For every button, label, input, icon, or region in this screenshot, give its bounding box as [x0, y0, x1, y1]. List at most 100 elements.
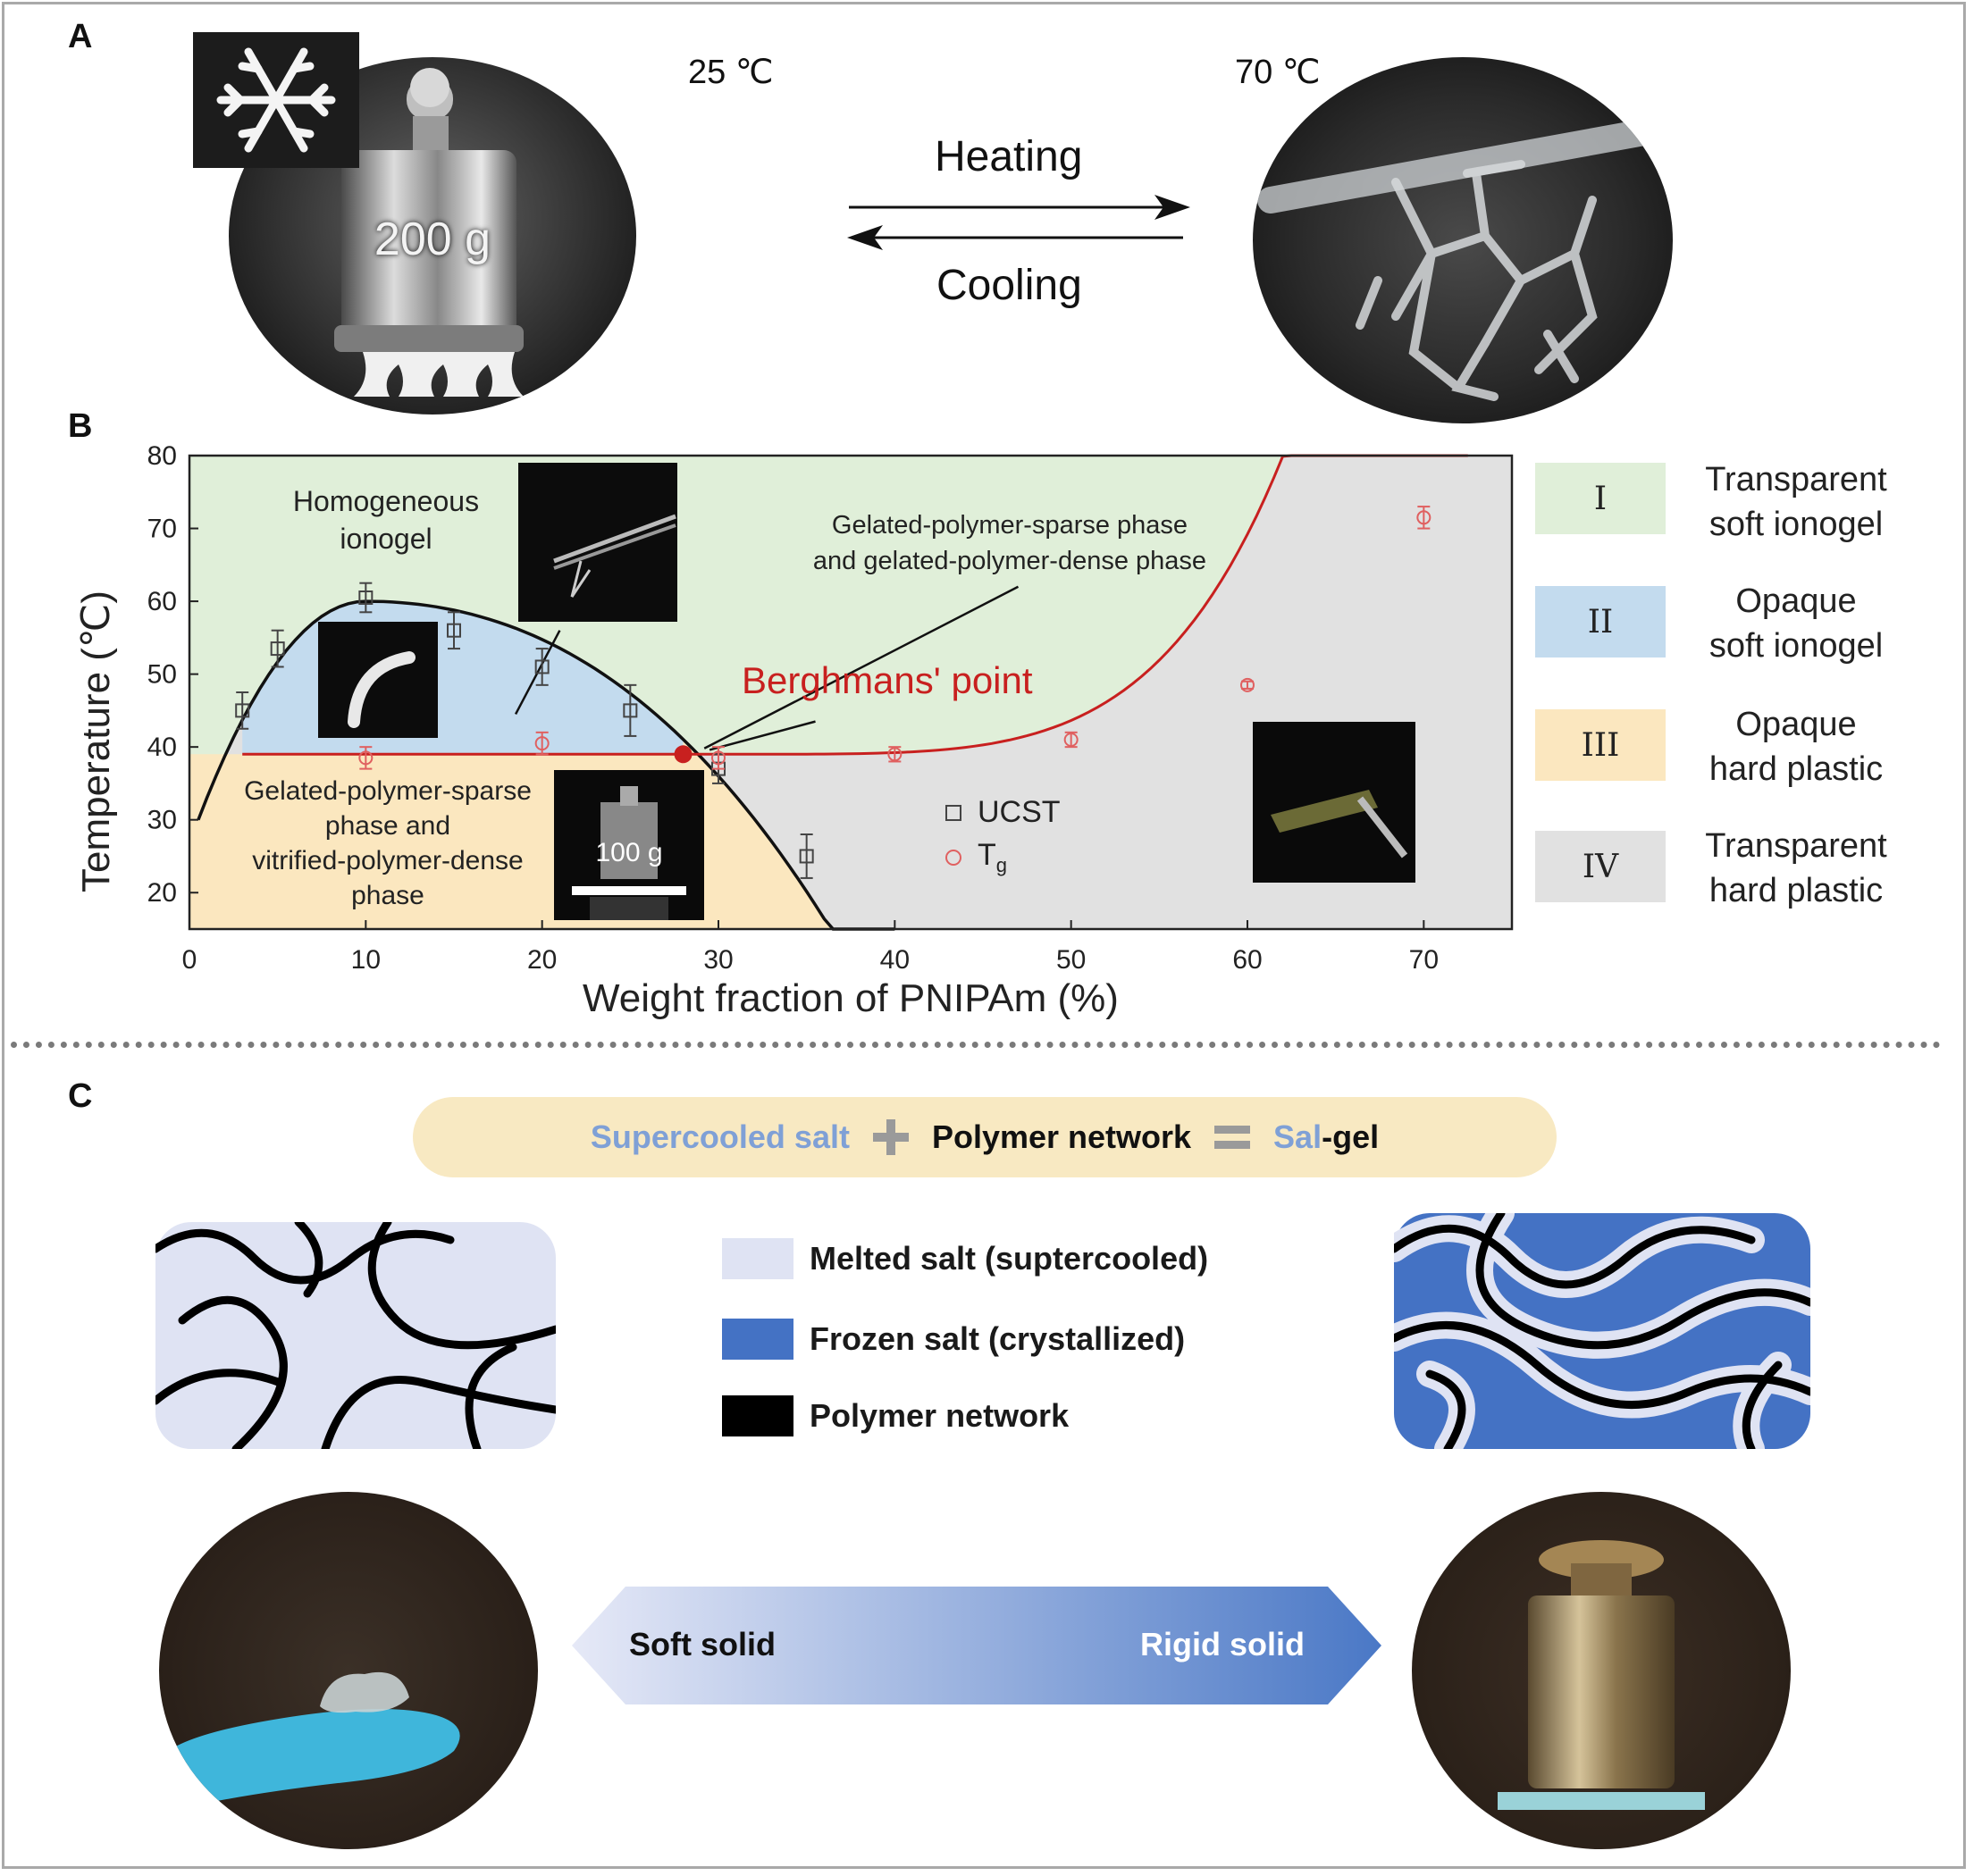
formula-result-prefix: Sal: [1273, 1118, 1322, 1155]
x-tick-label: 30: [703, 945, 733, 975]
melted-salt-swatch: [722, 1238, 793, 1279]
circle-marker-icon: [945, 849, 961, 866]
region-i: [189, 456, 1468, 834]
legend-numeral-i: I: [1593, 480, 1608, 517]
frozen-network-schematic: [1394, 1213, 1810, 1449]
tg-point: [534, 736, 550, 751]
bent-gel-inset-photo: [318, 622, 438, 738]
legend-i-line2: soft ionogel: [1709, 506, 1884, 543]
ucst-curve: [197, 599, 895, 931]
x-tick-label: 70: [1409, 945, 1439, 975]
legend-ii-line1: Opaque: [1735, 582, 1857, 620]
x-tick-label: 20: [527, 945, 557, 975]
formula-result-suffix: -gel: [1322, 1118, 1380, 1155]
reversible-arrows: [847, 195, 1190, 250]
rigid-solid-label: Rigid solid: [1140, 1626, 1305, 1662]
vitrified-line4: phase: [351, 881, 424, 910]
y-tick-label: 70: [147, 515, 177, 544]
weight-photo: 200 g: [229, 57, 636, 415]
ucst-point: [623, 703, 638, 718]
y-tick-label: 80: [147, 441, 177, 471]
formula-banner: Supercooled salt Polymer network Sal-gel: [413, 1097, 1557, 1177]
weight-label: 200 g: [374, 214, 491, 265]
sparse-dense-label: Gelated-polymer-sparse phase and gelated…: [777, 507, 1242, 579]
vitrified-line3: vitrified-polymer-dense: [252, 846, 524, 875]
x-tick-label: 10: [351, 945, 381, 975]
ucst-point: [235, 703, 250, 718]
plus-icon: [872, 1119, 909, 1155]
transparent-snowflake-illustration: [1257, 115, 1673, 401]
key-polymer-network: Polymer network: [722, 1395, 1069, 1436]
temp-right-label: 70 ℃: [1235, 54, 1321, 91]
ucst-point: [270, 641, 285, 657]
plastic-strip-inset-photo: [1253, 722, 1415, 883]
weight-illustration: [334, 68, 524, 397]
tg-point: [711, 750, 726, 766]
formula-result: Sal-gel: [1273, 1118, 1379, 1156]
panel-label-a: A: [68, 18, 93, 55]
heating-label: Heating: [935, 133, 1083, 180]
formula-term1: Supercooled salt: [590, 1118, 850, 1155]
legend-swatch-ii: II: [1535, 586, 1666, 657]
key-melted-salt-label: Melted salt (suptercooled): [810, 1240, 1209, 1277]
legend-numeral-ii: II: [1587, 603, 1614, 641]
legend-tg: Tg: [945, 838, 1007, 877]
y-tick-label: 50: [147, 660, 177, 690]
phase-boundaries: [197, 454, 1468, 931]
legend-swatch-iii: III: [1535, 709, 1666, 781]
legend-ii-line2: soft ionogel: [1709, 627, 1884, 665]
axes: [188, 454, 1514, 931]
homogeneous-line1: Homogeneous: [292, 485, 480, 517]
polymer-network-swatch: [722, 1395, 793, 1436]
berghmans-point: [674, 745, 693, 764]
homogeneous-line2: ionogel: [340, 523, 432, 555]
snowflake-inset: [193, 32, 359, 168]
key-frozen-salt-label: Frozen salt (crystallized): [810, 1320, 1186, 1357]
legend-text-iv: Transparent hard plastic: [1671, 824, 1921, 913]
tg-point: [1240, 677, 1255, 692]
x-tick-label: 0: [182, 945, 197, 975]
y-tick-label: 30: [147, 806, 177, 835]
equals-icon: [1214, 1122, 1251, 1152]
temp-left-label: 25 ℃: [688, 54, 774, 91]
key-polymer-network-label: Polymer network: [810, 1397, 1070, 1434]
legend-i-line1: Transparent: [1705, 461, 1887, 498]
x-tick-label: 60: [1232, 945, 1262, 975]
tweezers-inset-photo: [518, 463, 677, 622]
legend-text-i: Transparent soft ionogel: [1671, 457, 1921, 547]
annotation-arrow-2: [703, 585, 1020, 750]
ucst-point: [799, 849, 814, 864]
legend-iii-line1: Opaque: [1735, 706, 1857, 743]
melted-network-schematic: [155, 1222, 556, 1449]
finger-with-gel-illustration: [159, 1671, 460, 1813]
homogeneous-label: Homogeneous ionogel: [261, 482, 511, 557]
vitrified-label: Gelated-polymer-sparse phase and vitrifi…: [220, 774, 556, 913]
section-divider: [11, 1042, 1941, 1048]
sparse-dense-line1: Gelated-polymer-sparse phase: [831, 511, 1188, 540]
arrow-left-icon: [847, 225, 883, 250]
berghmans-label: Berghmans' point: [742, 659, 1033, 701]
weight-inset-photo: 100 g: [554, 770, 704, 920]
cooling-label: Cooling: [936, 262, 1082, 309]
legend-text-ii: Opaque soft ionogel: [1671, 579, 1921, 668]
legend-ucst-label: UCST: [978, 795, 1061, 829]
tg-point: [1063, 733, 1079, 747]
berghmans-arrow: [709, 720, 816, 751]
heated-snowflake-photo: [1253, 57, 1673, 423]
panel-label-b: B: [68, 407, 93, 445]
region-iii: [189, 739, 895, 929]
legend-swatch-i: I: [1535, 463, 1666, 534]
y-tick-label: 60: [147, 587, 177, 616]
legend-swatch-iv: IV: [1535, 831, 1666, 902]
ucst-point: [447, 623, 461, 638]
rigid-solid-photo: [1412, 1492, 1791, 1849]
snowflake-icon: [216, 47, 336, 153]
ucst-point: [358, 590, 374, 605]
legend-numeral-iii: III: [1581, 726, 1620, 764]
panel-label-c: C: [68, 1077, 93, 1115]
tick-labels: 0 10 20 30 40 50 60 70 20 30 40 50 60 70 80: [147, 441, 1439, 975]
vitrified-line1: Gelated-polymer-sparse: [244, 776, 532, 806]
square-marker-icon: [945, 804, 961, 821]
weight-on-gel-illustration: [1498, 1540, 1705, 1810]
